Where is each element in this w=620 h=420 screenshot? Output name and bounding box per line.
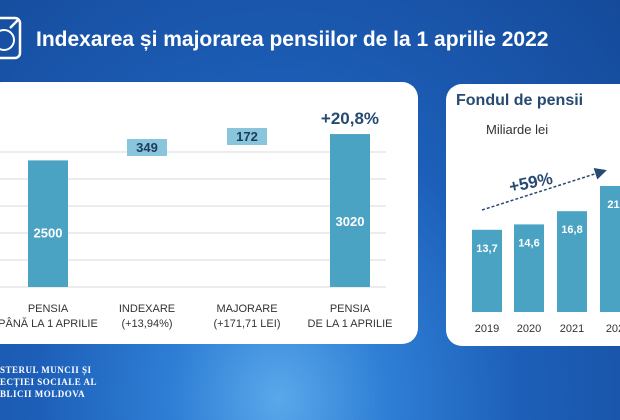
growth-annotation: +20,8%: [321, 109, 379, 128]
bar-value-label: 13,7: [476, 243, 497, 255]
category-label: PÂNĂ LA 1 APRILIE: [0, 317, 98, 330]
bar-value-label: 2500: [34, 226, 63, 241]
fund-chart-title: Fondul de pensii: [456, 92, 584, 109]
ministry-footer: STERUL MUNCII ȘI ECȚIEI SOCIALE AL BLICI…: [0, 364, 97, 400]
category-label: MAJORARE: [216, 303, 277, 315]
growth-arrow: [481, 168, 607, 211]
bar: [557, 211, 587, 312]
footer-line: BLICII MOLDOVA: [0, 389, 86, 399]
category-label: 2019: [475, 323, 499, 335]
bar: [28, 160, 68, 287]
pension-fund-chart: 13,7 2019 14,6 2020 16,8 2021 21, 202 +59%: [472, 168, 620, 335]
bar-value-label: 14,6: [518, 237, 539, 249]
ministry-logo: [0, 16, 22, 60]
bar-value-label: 3020: [336, 214, 365, 229]
footer-line: STERUL MUNCII ȘI: [0, 365, 92, 375]
page-title: Indexarea și majorarea pensiilor de la 1…: [36, 28, 549, 51]
category-label: 202: [606, 323, 620, 335]
category-label: (+171,71 LEI): [214, 318, 281, 330]
category-label: INDEXARE: [119, 303, 175, 315]
pension-waterfall-chart: 2500 349 172 3020 +20,8% PENSIA PÂNĂ LA 1 APRI…: [0, 109, 393, 330]
category-label: (+13,94%): [121, 318, 172, 330]
pension-fund-panel: Fondul de pensii Miliarde lei 13,7 2019 14…: [446, 84, 620, 346]
bar-value-label: 16,8: [561, 224, 582, 236]
fund-chart-subtitle: Miliarde lei: [486, 122, 549, 137]
bar-value-label: 349: [136, 140, 158, 155]
bar-value-label: 172: [236, 129, 258, 144]
category-label: PENSIA: [28, 303, 69, 315]
bar: [227, 128, 267, 145]
bar: [127, 139, 167, 156]
bar: [514, 224, 544, 312]
growth-annotation: +59%: [507, 169, 554, 197]
category-label: 2020: [517, 323, 541, 335]
category-label: 2021: [560, 323, 584, 335]
pension-chart-panel: 2500 349 172 3020 +20,8% PENSIA PÂNĂ LA 1 APRI…: [0, 82, 418, 344]
category-label: PENSIA: [330, 303, 371, 315]
bar: [330, 134, 370, 287]
bar: [600, 186, 620, 312]
bar-value-label: 21,: [607, 199, 620, 211]
bar: [472, 229, 502, 312]
footer-line: ECȚIEI SOCIALE AL: [0, 377, 98, 387]
category-label: DE LA 1 APRILIE: [308, 318, 393, 330]
